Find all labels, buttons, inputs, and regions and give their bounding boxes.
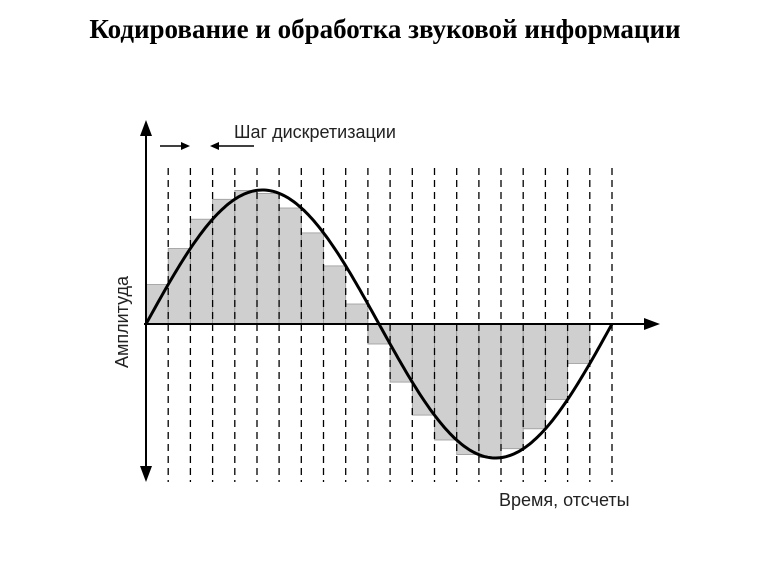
step-arrow-right-head — [210, 142, 219, 150]
sample-bar — [567, 323, 591, 364]
y-axis-arrow-up — [140, 120, 152, 136]
sample-bar — [545, 323, 569, 400]
step-arrow-left-head — [181, 142, 190, 150]
sample-bar — [522, 323, 546, 430]
sample-bar — [345, 303, 369, 325]
sample-bar — [389, 323, 413, 383]
sine-wave — [144, 188, 614, 460]
y-axis-label: Амплитуда — [112, 275, 132, 368]
sample-bar — [167, 248, 191, 325]
sample-bar — [256, 192, 280, 325]
slide-title: Кодирование и обработка звуковой информа… — [89, 14, 681, 44]
sample-bar — [278, 207, 302, 325]
x-axis-label: Время, отсчеты — [499, 490, 630, 510]
sample-bar — [478, 323, 502, 459]
sample-bar — [234, 189, 258, 325]
x-axis-arrow — [644, 318, 660, 330]
sample-bar — [456, 323, 480, 456]
step-label: Шаг дискретизации — [234, 122, 396, 142]
sample-bar — [323, 265, 347, 325]
sample-bar — [500, 323, 524, 450]
sample-bar — [300, 232, 324, 325]
sample-bar — [212, 198, 236, 325]
sample-bar — [434, 323, 458, 441]
y-axis-arrow-down — [140, 466, 152, 482]
